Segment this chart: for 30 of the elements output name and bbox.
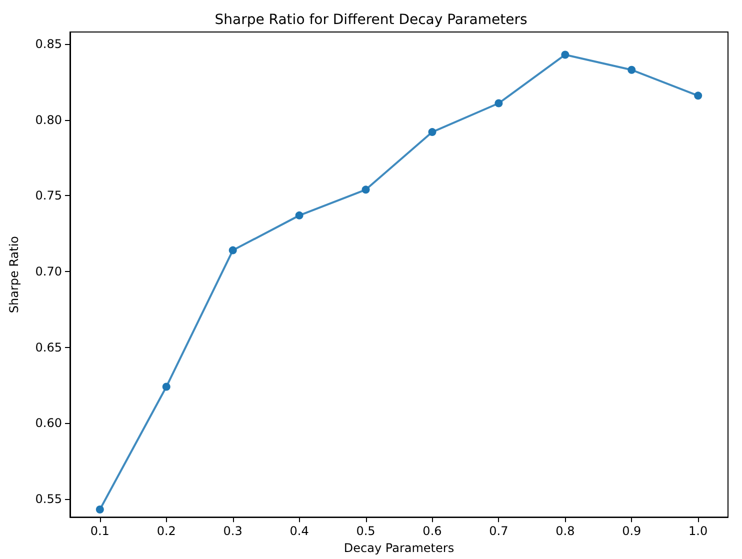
point xyxy=(96,506,104,514)
x-tick-label: 0.9 xyxy=(622,524,642,538)
point xyxy=(494,99,503,108)
x-tick-label: 0.4 xyxy=(290,524,309,538)
x-tick-label: 0.7 xyxy=(489,524,508,538)
y-tick-label: 0.60 xyxy=(35,416,62,430)
point xyxy=(628,66,636,74)
point xyxy=(428,128,436,136)
chart-title: Sharpe Ratio for Different Decay Parameters xyxy=(214,12,528,28)
x-tick-label: 0.3 xyxy=(223,524,242,538)
point xyxy=(561,50,570,59)
point xyxy=(295,211,304,220)
point xyxy=(694,92,702,100)
y-axis-title: Sharpe Ratio xyxy=(7,236,21,314)
x-tick-label: 0.5 xyxy=(356,524,376,538)
point xyxy=(162,382,170,391)
x-tick-label: 0.6 xyxy=(422,524,442,538)
point xyxy=(228,246,237,254)
point xyxy=(362,186,370,194)
y-tick-label: 0.80 xyxy=(35,112,62,127)
y-tick-label: 0.85 xyxy=(35,37,62,52)
y-tick-label: 0.65 xyxy=(35,340,62,354)
x-tick-label: 0.1 xyxy=(90,524,110,538)
x-axis-title: Decay Parameters xyxy=(344,541,454,555)
x-tick-label: 0.2 xyxy=(156,524,176,538)
x-tick-label: 0.8 xyxy=(556,524,575,538)
y-tick-label: 0.75 xyxy=(35,188,62,203)
y-tick-label: 0.55 xyxy=(35,492,62,506)
x-tick-label: 1.0 xyxy=(688,524,708,538)
y-tick-label: 0.70 xyxy=(35,264,62,279)
